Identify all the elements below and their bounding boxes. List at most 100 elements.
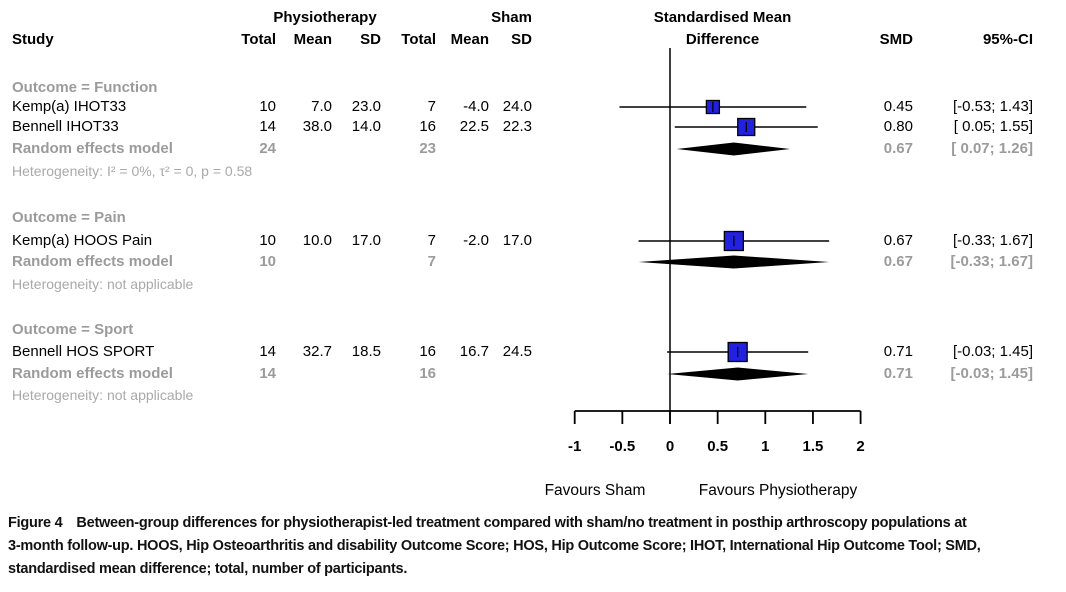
study-row-kemp-ihot33: Kemp(a) IHOT33 10 7.0 23.0 7 -4.0 24.0 0…: [0, 97, 1066, 117]
study-label: Bennell HOS SPORT: [12, 343, 155, 360]
smd-cell: 0.71: [883, 365, 913, 382]
sd-sham-cell: 22.3: [502, 118, 532, 135]
favours-left-label: Favours Sham: [545, 482, 646, 499]
section-label-pain: Outcome = Pain: [0, 208, 1066, 228]
x-axis-tick-label: -1: [568, 438, 581, 455]
ci-cell: [-0.03; 1.45]: [952, 343, 1033, 360]
sd-sham-cell: 24.5: [502, 343, 532, 360]
total-physio-cell: 10: [259, 253, 276, 270]
figure-number: Figure 4: [8, 515, 63, 531]
figure-caption: Figure 4 Between-group differences for ph…: [8, 512, 1060, 581]
section-label-function: Outcome = Function: [0, 78, 1066, 98]
caption-line-3: standardised mean difference; total, num…: [8, 561, 408, 577]
smd-cell: 0.67: [883, 253, 913, 270]
col-header-ci: 95%-CI: [982, 31, 1033, 48]
smd-cell: 0.67: [883, 140, 913, 157]
smd-cell: 0.67: [883, 232, 913, 249]
heterogeneity-row-function: Heterogeneity: I² = 0%, τ² = 0, p = 0.58: [0, 161, 1066, 181]
sd-physio-cell: 18.5: [351, 343, 381, 360]
col-header-total-sham: Total: [401, 31, 436, 48]
x-axis-tick-label: 2: [856, 438, 864, 455]
ci-cell: [-0.33; 1.67]: [952, 232, 1033, 249]
x-axis-tick-label: -0.5: [609, 438, 635, 455]
sd-sham-cell: 24.0: [502, 98, 532, 115]
col-header-mean-sham: Mean: [450, 31, 489, 48]
study-row-kemp-hoos-pain: Kemp(a) HOOS Pain 10 10.0 17.0 7 -2.0 17…: [0, 231, 1066, 251]
col-header-study: Study: [12, 31, 54, 48]
col-header-smd: SMD: [879, 31, 913, 48]
total-sham-cell: 16: [419, 343, 436, 360]
mean-physio-cell: 7.0: [311, 98, 332, 115]
mean-physio-cell: 32.7: [302, 343, 332, 360]
x-axis-tick-label: 0: [666, 438, 674, 455]
total-physio-cell: 10: [259, 98, 276, 115]
summary-row-function: Random effects model 24 23 0.67 [ 0.07; …: [0, 139, 1066, 159]
mean-sham-cell: -2.0: [463, 232, 489, 249]
summary-diamond: [676, 142, 791, 156]
mean-physio-cell: 10.0: [302, 232, 332, 249]
mean-sham-cell: 16.7: [459, 343, 489, 360]
x-axis-tick-label: 0.5: [707, 438, 728, 455]
caption-text: Between-group differences for physiother…: [76, 515, 967, 531]
summary-row-pain: Random effects model 10 7 0.67 [-0.33; 1…: [0, 252, 1066, 272]
heterogeneity-text: Heterogeneity: not applicable: [12, 387, 194, 403]
total-physio-cell: 10: [259, 232, 276, 249]
summary-diamond: [667, 367, 809, 381]
mean-sham-cell: -4.0: [463, 98, 489, 115]
sd-physio-cell: 14.0: [351, 118, 381, 135]
table-column-header-row: Study Total Mean SD Total Mean SD Differ…: [0, 30, 1066, 50]
total-sham-cell: 16: [419, 365, 436, 382]
summary-label: Random effects model: [12, 253, 173, 270]
smd-cell: 0.80: [883, 118, 913, 135]
summary-label: Random effects model: [12, 365, 173, 382]
smd-cell: 0.45: [883, 98, 913, 115]
group-header-sham: Sham: [491, 9, 532, 26]
sd-physio-cell: 17.0: [351, 232, 381, 249]
heterogeneity-text: Heterogeneity: I² = 0%, τ² = 0, p = 0.58: [12, 163, 253, 179]
ci-cell: [-0.53; 1.43]: [952, 98, 1033, 115]
mean-sham-cell: 22.5: [459, 118, 489, 135]
summary-label: Random effects model: [12, 140, 173, 157]
plot-title-line1: Standardised Mean: [653, 9, 792, 26]
heterogeneity-row-pain: Heterogeneity: not applicable: [0, 274, 1066, 294]
col-header-mean-physio: Mean: [293, 31, 332, 48]
caption-line-2: 3-month follow-up. HOOS, Hip Osteoarthri…: [8, 538, 981, 554]
outcome-label: Outcome = Sport: [12, 321, 134, 338]
total-sham-cell: 7: [427, 253, 436, 270]
section-label-sport: Outcome = Sport: [0, 320, 1066, 340]
total-physio-cell: 14: [259, 118, 276, 135]
sd-sham-cell: 17.0: [502, 232, 532, 249]
total-sham-cell: 7: [427, 232, 436, 249]
study-row-bennell-ihot33: Bennell IHOT33 14 38.0 14.0 16 22.5 22.3…: [0, 117, 1066, 137]
outcome-label: Outcome = Pain: [12, 209, 126, 226]
heterogeneity-text: Heterogeneity: not applicable: [12, 276, 194, 292]
x-axis-tick-label: 1.5: [803, 438, 824, 455]
total-sham-cell: 16: [419, 118, 436, 135]
ci-cell: [ 0.05; 1.55]: [953, 118, 1033, 135]
table-group-header-row: Physiotherapy Sham Standardised Mean: [0, 8, 1066, 28]
outcome-label: Outcome = Function: [12, 79, 158, 96]
favours-right-label: Favours Physiotherapy: [699, 482, 858, 499]
x-axis-tick-label: 1: [761, 438, 769, 455]
caption-line-1: Figure 4 Between-group differences for ph…: [8, 512, 1060, 535]
study-label: Kemp(a) HOOS Pain: [12, 232, 153, 249]
total-sham-cell: 23: [419, 140, 436, 157]
ci-cell: [-0.03; 1.45]: [950, 365, 1033, 382]
col-header-sd-physio: SD: [360, 31, 381, 48]
total-physio-cell: 14: [259, 343, 276, 360]
summary-row-sport: Random effects model 14 16 0.71 [-0.03; …: [0, 364, 1066, 384]
study-label: Bennell IHOT33: [12, 118, 119, 135]
total-physio-cell: 14: [259, 365, 276, 382]
col-header-sd-sham: SD: [511, 31, 532, 48]
smd-cell: 0.71: [883, 343, 913, 360]
total-physio-cell: 24: [259, 140, 276, 157]
ci-cell: [ 0.07; 1.26]: [951, 140, 1033, 157]
study-row-bennell-hos-sport: Bennell HOS SPORT 14 32.7 18.5 16 16.7 2…: [0, 342, 1066, 362]
study-label: Kemp(a) IHOT33: [12, 98, 127, 115]
sd-physio-cell: 23.0: [351, 98, 381, 115]
summary-diamond: [638, 255, 830, 269]
group-header-physiotherapy: Physiotherapy: [273, 9, 377, 26]
col-header-total-physio: Total: [241, 31, 276, 48]
